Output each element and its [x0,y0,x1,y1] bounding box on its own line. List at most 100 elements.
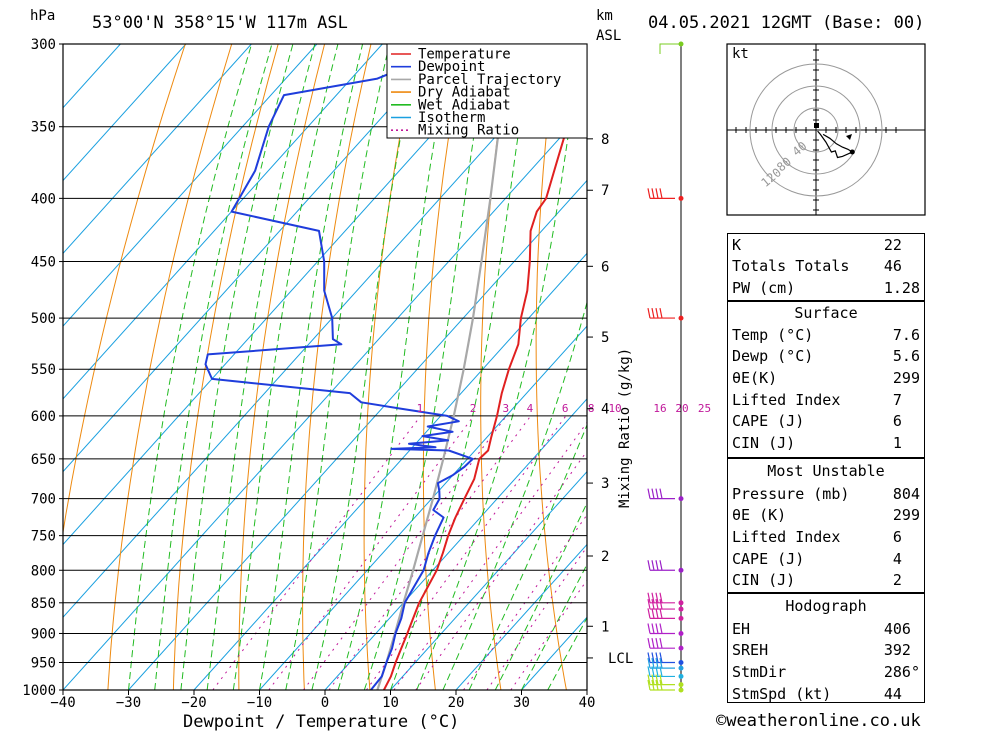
index-label: StmDir [732,662,787,681]
index-label: θE(K) [732,368,778,387]
wind-barb-flag [659,598,663,610]
pressure-tick-label: 950 [31,655,56,671]
wind-staff-top [659,43,681,54]
index-value: 392 [883,641,911,660]
wet-adiabat-line [232,44,339,690]
index-label: PW (cm) [732,278,796,297]
index-value: 7 [892,390,902,409]
station-location: 53°00'N 358°15'W 117m ASL [92,13,348,33]
index-label: StmSpd (kt) [732,684,832,703]
surface-title: Surface [794,304,858,322]
index-value: 6 [892,412,902,431]
mixing-ratio-label: 16 [653,402,666,415]
wind-barb-flag [655,608,659,619]
wind-barb-flag [659,623,663,634]
isotherm-line [455,543,587,690]
isotherm-line [63,44,121,109]
isotherm-line [63,44,449,473]
wind-level-dot [678,659,684,665]
wind-barb-flag [655,307,659,319]
wind-level-dot [678,673,684,679]
isotherm-line [63,44,318,327]
wet-adiabat-line [363,44,490,690]
wind-level-dot [678,606,684,612]
hodograph-ring [793,107,839,153]
pressure-tick-label: 450 [31,255,56,271]
dewpoint-line [204,44,474,690]
wind-barb-flag [655,666,659,677]
wind-barb-flag [651,307,655,319]
index-value: 804 [892,484,920,503]
index-row: K 22 [728,234,924,256]
wind-barb [647,307,675,319]
wind-barb-flag [647,679,651,691]
index-value: 2 [892,571,902,590]
wind-level-dot [678,630,684,636]
wind-barb-flag [647,623,651,634]
index-label: Temp (°C) [732,325,814,344]
mixing-ratio-label: 10 [608,402,621,415]
index-label: Pressure (mb) [732,484,850,503]
wind-level-dot [678,645,684,651]
hodograph-ring [749,63,883,197]
index-label: CAPE (J) [732,412,805,431]
index-label: Dewp (°C) [732,347,814,366]
index-row: θE(K) 299 [728,367,924,389]
credit-text[interactable]: ©weatheronline.co.uk [716,711,921,731]
hodograph-index-title: Hodograph [785,597,867,615]
mixing-ratio-label: 25 [698,402,711,415]
wind-barb-flag [647,638,651,649]
wind-barb [647,666,675,678]
wind-barb [647,608,675,619]
legend-entry: Dewpoint [418,59,485,75]
wind-barb [647,488,675,500]
wind-barb-flag [647,674,651,685]
height-tick-label: 8 [601,132,609,148]
legend-entry: Isotherm [418,110,485,126]
pressure-tick-label: 300 [31,37,56,53]
pressure-tick-label: 350 [31,120,56,136]
wind-barb-flag [651,488,655,499]
wet-adiabat-line [311,44,420,690]
index-row: CIN (J) 2 [728,569,924,591]
wind-level-dot [678,600,684,606]
index-value: 299 [892,368,920,387]
index-value: 4 [892,549,902,568]
wind-barb [647,598,675,610]
dry-adiabat-line [928,44,1000,690]
wind-barb-flag [655,657,659,669]
wind-level-dot [678,615,684,621]
wind-barb-flag [647,592,651,603]
wind-level-dot [678,665,684,671]
height-tick-label: 5 [601,330,609,346]
dry-adiabat-line [422,44,465,690]
dry-adiabat-line [535,44,567,690]
isotherm-line [193,252,587,690]
wet-adiabat-line [337,44,453,690]
legend-entry: Dry Adiabat [418,85,511,101]
wind-level-dot [678,315,684,321]
surface-table: Temp (°C) 7.6 Dewp (°C) 5.6 θE(K) 299 Lifted I… [728,324,924,454]
pressure-tick-label: 900 [31,626,56,642]
pressure-tick-label: 400 [31,191,56,207]
index-row: CIN (J) 1 [728,432,924,454]
index-label: K [732,235,742,254]
index-row: Lifted Index 7 [728,389,924,411]
index-value: 22 [883,235,902,254]
wind-barb-flag [651,666,655,677]
pressure-tick-label: 750 [31,529,56,545]
wind-barb-flag [647,608,651,619]
hodograph-unit: kt [732,46,749,62]
index-row: CAPE (J) 6 [728,410,924,432]
index-label: θE (K) [732,506,787,525]
index-row: Pressure (mb) 804 [728,483,924,505]
wind-barb-flag [655,560,659,571]
mixing-ratio-label: 4 [527,402,534,415]
x-axis-label: Dewpoint / Temperature (°C) [183,712,459,732]
wind-barb-flag [651,592,655,603]
legend-entry: Temperature [418,47,511,63]
wind-barb-flag [651,657,655,669]
wind-barb-flag [659,674,663,685]
